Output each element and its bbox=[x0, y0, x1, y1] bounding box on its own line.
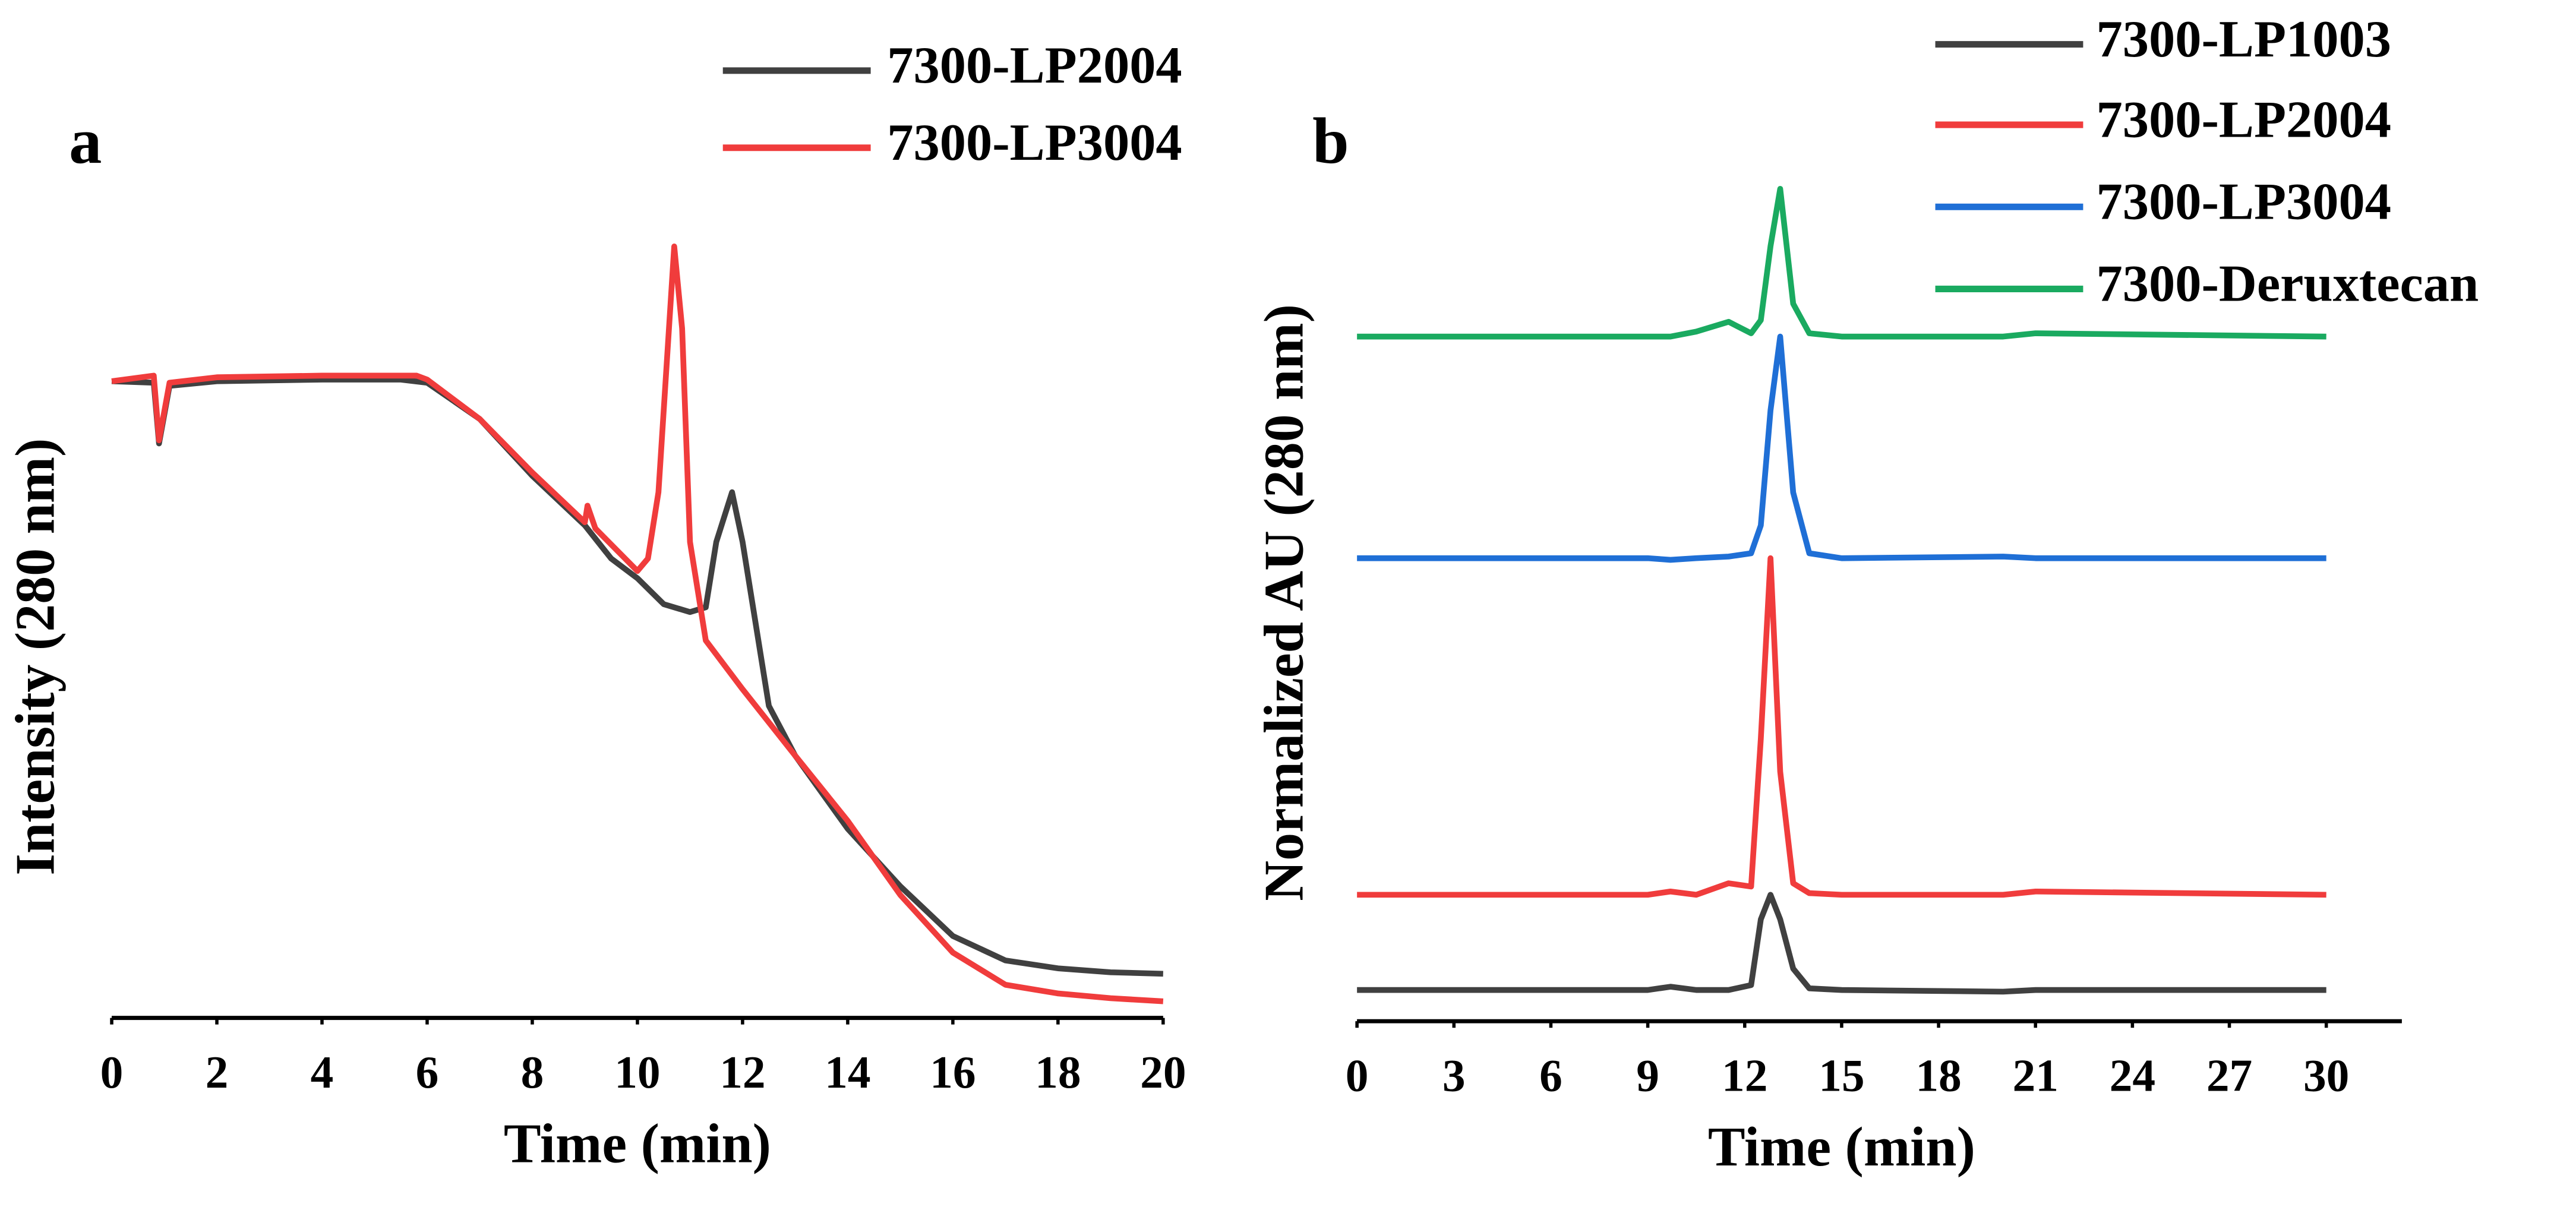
x-tick-label: 6 bbox=[416, 1047, 439, 1098]
x-tick-label: 18 bbox=[1915, 1050, 1961, 1101]
series-line bbox=[111, 244, 1164, 1004]
series-line bbox=[1357, 186, 2326, 340]
panel-label: a bbox=[69, 104, 102, 177]
y-axis-title: Intensity (280 nm) bbox=[5, 438, 67, 876]
legend-label: 7300-LP1003 bbox=[2097, 10, 2391, 68]
legend-label: 7300-Deruxtecan bbox=[2097, 255, 2479, 313]
legend-label: 7300-LP3004 bbox=[887, 113, 1182, 172]
legend-label: 7300-LP2004 bbox=[887, 36, 1182, 94]
x-tick-label: 30 bbox=[2303, 1050, 2349, 1101]
series-line bbox=[1357, 892, 2326, 995]
x-tick-label: 0 bbox=[100, 1047, 124, 1098]
x-tick-label: 9 bbox=[1636, 1050, 1659, 1101]
series-line bbox=[111, 377, 1163, 977]
legend-label: 7300-LP2004 bbox=[2097, 90, 2391, 149]
x-tick-label: 0 bbox=[1346, 1050, 1369, 1101]
x-tick-label: 4 bbox=[311, 1047, 334, 1098]
x-tick-label: 12 bbox=[719, 1047, 765, 1098]
x-tick-label: 27 bbox=[2206, 1050, 2252, 1101]
x-tick-label: 3 bbox=[1442, 1050, 1466, 1101]
panel-label: b bbox=[1312, 104, 1349, 177]
x-axis-title: Time (min) bbox=[1708, 1116, 1975, 1178]
x-axis-title: Time (min) bbox=[504, 1113, 771, 1174]
x-tick-label: 21 bbox=[2013, 1050, 2059, 1101]
x-tick-label: 12 bbox=[1722, 1050, 1767, 1101]
series-line bbox=[1357, 333, 2326, 563]
series-line bbox=[1357, 555, 2326, 898]
x-tick-label: 16 bbox=[930, 1047, 976, 1098]
legend-label: 7300-LP3004 bbox=[2097, 173, 2391, 231]
x-tick-label: 8 bbox=[521, 1047, 544, 1098]
y-axis-title: Normalized AU (280 nm) bbox=[1253, 304, 1315, 901]
x-tick-label: 24 bbox=[2110, 1050, 2155, 1101]
x-tick-label: 18 bbox=[1035, 1047, 1081, 1098]
x-tick-label: 10 bbox=[614, 1047, 660, 1098]
x-tick-label: 6 bbox=[1539, 1050, 1562, 1101]
x-tick-label: 20 bbox=[1140, 1047, 1186, 1098]
x-tick-label: 15 bbox=[1819, 1050, 1864, 1101]
x-tick-label: 14 bbox=[825, 1047, 870, 1098]
x-tick-label: 2 bbox=[206, 1047, 229, 1098]
